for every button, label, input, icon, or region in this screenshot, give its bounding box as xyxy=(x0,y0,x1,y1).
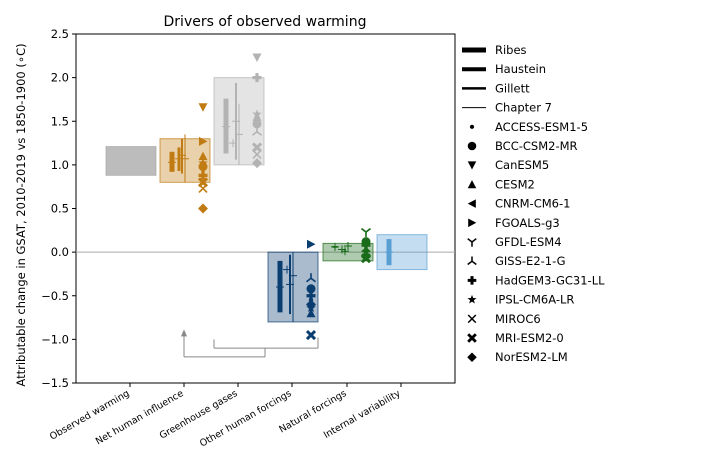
marker-cesm2 xyxy=(306,308,316,318)
y-tick-label: 0.0 xyxy=(51,245,69,259)
x-tick-label: Net human influence xyxy=(94,388,186,447)
bracket-arrow xyxy=(181,329,187,337)
x-tick-label: Other human forcings xyxy=(198,388,293,449)
marker-hadgem3-gc31-ll xyxy=(361,240,371,250)
y-tick-label: 2.0 xyxy=(51,71,69,85)
y-tick-label: −1.0 xyxy=(41,332,69,346)
y-tick-label: 2.5 xyxy=(51,27,69,41)
marker-hadgem3-gc31-ll xyxy=(252,73,262,83)
range-box xyxy=(376,234,428,271)
marker-mri-esm2-0 xyxy=(467,333,477,343)
marker-hadgem3-gc31-ll xyxy=(198,170,208,180)
marker-giss-e2-1-g xyxy=(467,256,477,266)
legend-label: CESM2 xyxy=(495,177,535,191)
marker-ipsl-cm6a-lr xyxy=(306,302,316,313)
legend-label: CanESM5 xyxy=(495,158,549,172)
marker-fgoals-g3 xyxy=(468,218,477,228)
range-box xyxy=(105,146,157,176)
marker-miroc6 xyxy=(467,314,477,324)
marker-canesm5 xyxy=(198,103,208,112)
marker-giss-e2-1-g xyxy=(306,273,316,283)
marker-fgoals-g3 xyxy=(307,239,316,249)
legend-label: GFDL-ESM4 xyxy=(495,235,562,249)
y-tick-label: −1.5 xyxy=(41,376,69,390)
marker-cesm2 xyxy=(252,112,262,121)
legend-label: FGOALS-g3 xyxy=(495,216,560,230)
marker-bcc-csm2-mr xyxy=(306,284,316,294)
marker-ipsl-cm6a-lr xyxy=(467,294,477,304)
y-axis-label: Attributable change in GSAT, 2010-2019 v… xyxy=(14,43,28,386)
marker-bcc-csm2-mr xyxy=(252,119,262,129)
marker-fgoals-g3 xyxy=(199,136,208,146)
marker-noresm2-lm xyxy=(467,352,477,362)
marker-canesm5 xyxy=(252,53,262,63)
marker-cesm2 xyxy=(198,151,208,161)
y-tick-label: 1.0 xyxy=(51,158,69,172)
plot-frame xyxy=(75,33,456,384)
y-tick-label: 1.5 xyxy=(51,114,69,128)
marker-cesm2 xyxy=(467,180,477,189)
marker-bcc-csm2-mr xyxy=(467,141,477,151)
legend-label: NorESM2-LM xyxy=(495,350,568,364)
legend-label: GISS-E2-1-G xyxy=(495,254,566,268)
marker-mri-esm2-0 xyxy=(360,253,372,264)
marker-mri-esm2-0 xyxy=(251,142,263,153)
marker-hadgem3-gc31-ll xyxy=(306,291,316,301)
marker-canesm5 xyxy=(467,161,477,170)
marker-mri-esm2-0 xyxy=(305,329,317,341)
marker-noresm2-lm xyxy=(198,203,208,214)
legend-label: IPSL-CM6A-LR xyxy=(495,293,574,307)
marker-gfdl-esm4 xyxy=(467,238,477,247)
marker-noresm2-lm xyxy=(252,158,262,169)
marker-giss-e2-1-g xyxy=(252,126,262,136)
chart-title: Drivers of observed warming xyxy=(164,14,367,30)
legend-label: MRI-ESM2-0 xyxy=(495,331,564,345)
marker-miroc6 xyxy=(252,149,262,159)
marker-cnrm-cm6-1 xyxy=(467,199,476,208)
legend-label: MIROC6 xyxy=(495,312,541,326)
marker-miroc6 xyxy=(198,183,208,193)
legend-label: BCC-CSM2-MR xyxy=(495,139,578,153)
legend-label: Ribes xyxy=(495,43,527,57)
legend-label: Haustein xyxy=(495,62,546,76)
y-tick-label: 0.5 xyxy=(51,202,69,216)
legend-label: Gillett xyxy=(495,81,530,95)
marker-access-esm1-5 xyxy=(469,124,475,129)
marker-gfdl-esm4 xyxy=(361,227,371,238)
legend-label: CNRM-CM6-1 xyxy=(495,197,570,211)
y-tick-label: −0.5 xyxy=(41,289,69,303)
legend-label: ACCESS-ESM1-5 xyxy=(495,120,588,134)
legend-label: Chapter 7 xyxy=(495,101,552,115)
marker-bcc-csm2-mr xyxy=(198,162,208,172)
legend-label: HadGEM3-GC31-LL xyxy=(495,273,605,287)
marker-hadgem3-gc31-ll xyxy=(467,276,477,285)
